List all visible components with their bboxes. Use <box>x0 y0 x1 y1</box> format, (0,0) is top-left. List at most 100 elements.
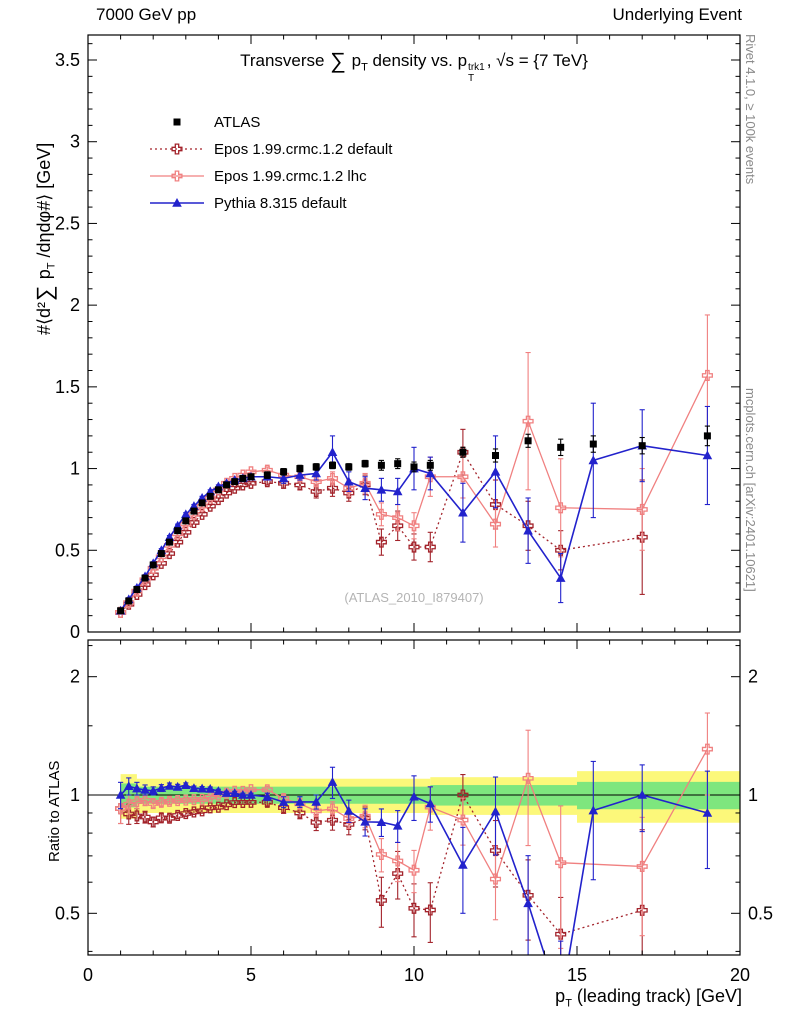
triangle-marker <box>376 817 387 826</box>
tick-label: 0 <box>83 965 93 985</box>
square-marker <box>377 461 385 469</box>
open-cross-marker <box>326 814 339 826</box>
open-cross-marker <box>326 803 339 815</box>
y-axis-label-main: #⟨d²∑ pT /dηdφ#⟩ [GeV] <box>32 143 58 335</box>
square-marker <box>312 463 320 471</box>
triangle-marker <box>238 790 248 799</box>
square-marker <box>223 481 231 489</box>
open-cross-marker <box>310 485 322 498</box>
triangle-marker <box>262 791 273 801</box>
triangle-marker <box>172 198 182 207</box>
sum-symbol: ∑ <box>330 48 346 73</box>
ylabel-sum-symbol: ∑ <box>32 285 57 301</box>
square-marker <box>247 473 255 481</box>
open-cross-marker <box>424 541 436 553</box>
title-sup: trk1 <box>468 62 485 73</box>
open-cross-marker <box>188 806 200 818</box>
tick-label: 20 <box>730 965 750 985</box>
triangle-marker <box>115 790 126 799</box>
open-cross-marker <box>375 894 387 906</box>
open-cross-marker <box>522 415 534 427</box>
square-marker <box>557 443 565 451</box>
triangle-marker <box>588 455 599 465</box>
open-cross-marker <box>237 796 249 808</box>
x-axis-label: pT (leading track) [GeV] <box>555 986 742 1010</box>
square-marker <box>231 478 239 486</box>
open-cross-marker <box>408 864 420 876</box>
triangle-marker <box>311 796 321 806</box>
open-cross-marker <box>171 170 183 182</box>
triangle-marker <box>392 820 403 830</box>
open-cross-marker <box>701 743 713 755</box>
square-marker <box>214 486 222 494</box>
open-cross-marker <box>147 797 159 810</box>
square-marker <box>198 499 206 507</box>
square-marker <box>263 471 271 479</box>
mcplots-caption: mcplots.cern.ch [arXiv:2401.10621] <box>743 388 758 592</box>
triangle-marker <box>213 786 224 795</box>
triangle-marker <box>164 780 175 790</box>
open-cross-marker <box>245 796 257 808</box>
tick-label: 0 <box>70 622 80 642</box>
triangle-marker <box>278 797 289 806</box>
triangle-marker <box>140 784 150 794</box>
open-cross-marker <box>123 808 135 820</box>
open-cross-marker <box>196 805 208 817</box>
tick-label: 1 <box>70 785 80 805</box>
header-beam-energy: 7000 GeV pp <box>96 5 197 24</box>
tick-label: 0.5 <box>55 540 80 560</box>
triangle-marker <box>181 780 191 790</box>
triangle-marker <box>189 783 199 793</box>
open-cross-marker <box>489 498 502 511</box>
square-marker <box>394 460 402 468</box>
square-marker <box>117 607 125 615</box>
open-cross-marker <box>204 791 216 803</box>
open-cross-marker <box>155 812 167 824</box>
open-cross-marker <box>123 798 135 810</box>
open-cross-marker <box>131 796 143 808</box>
main-panel <box>115 314 713 618</box>
open-cross-marker <box>343 812 355 825</box>
open-cross-marker <box>408 520 420 532</box>
open-cross-marker <box>180 794 192 806</box>
square-marker <box>182 517 190 525</box>
open-cross-marker <box>522 772 534 784</box>
open-cross-marker <box>180 807 192 820</box>
square-marker <box>206 492 214 500</box>
open-cross-marker <box>489 873 502 885</box>
square-marker <box>173 118 181 126</box>
triangle-marker <box>555 573 566 582</box>
open-cross-marker <box>375 848 387 860</box>
triangle-marker <box>156 783 167 792</box>
square-marker <box>361 460 369 468</box>
pt-trk1-supsub: trk1 T <box>468 62 485 84</box>
open-cross-marker <box>408 902 420 914</box>
open-cross-marker <box>408 541 420 553</box>
plot-title: Transverse ∑ pT density vs. p trk1 T, √s =… <box>88 50 740 84</box>
open-cross-marker <box>457 789 469 801</box>
tick-label: 5 <box>246 965 256 985</box>
triangle-marker <box>588 805 599 815</box>
tick-label: 10 <box>404 965 424 985</box>
open-cross-marker <box>139 794 151 806</box>
title-mid: density vs. p <box>367 51 468 70</box>
tick-label: 2 <box>748 667 758 687</box>
triangle-marker <box>172 781 183 791</box>
square-marker <box>157 550 165 558</box>
triangle-marker <box>132 783 142 793</box>
legend-label-1: Epos 1.99.crmc.1.2 default <box>214 141 393 158</box>
square-marker <box>239 474 247 482</box>
rivet-version-caption: Rivet 4.1.0, ≥ 100k events <box>743 34 758 185</box>
open-cross-marker <box>171 143 183 155</box>
open-cross-marker <box>163 812 176 824</box>
square-marker <box>166 538 173 546</box>
open-cross-marker <box>392 855 404 867</box>
series-main-0 <box>117 425 711 615</box>
open-cross-marker <box>343 482 355 494</box>
triangle-marker <box>702 450 713 460</box>
open-cross-marker <box>294 807 306 819</box>
square-marker <box>141 574 149 582</box>
ylabel-p: p <box>34 269 54 285</box>
legend-label-3: Pythia 8.315 default <box>214 195 347 212</box>
